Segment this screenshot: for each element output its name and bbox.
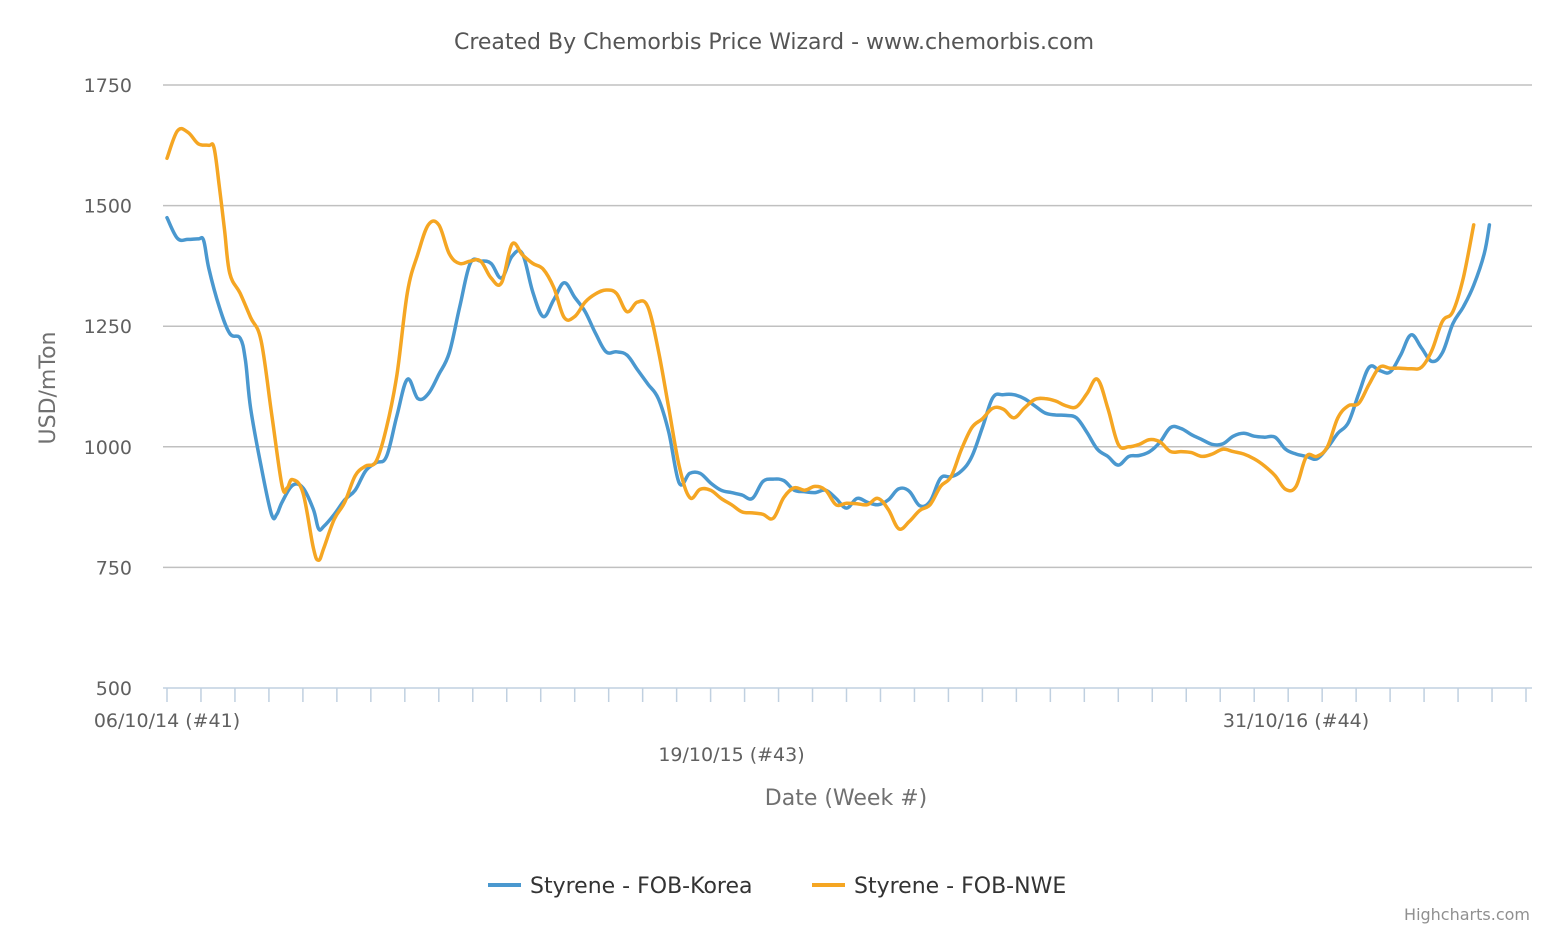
y-tick-label: 750 — [96, 557, 132, 579]
legend-item-fob-korea[interactable]: Styrene - FOB-Korea — [488, 874, 752, 899]
legend-item-fob-nwe[interactable]: Styrene - FOB-NWE — [812, 874, 1066, 899]
x-axis-title: Date (Week #) — [765, 786, 927, 811]
legend-label: Styrene - FOB-NWE — [854, 874, 1066, 899]
x-tick-label: 06/10/14 (#41) — [94, 710, 240, 732]
series-line-fob-korea[interactable] — [165, 215, 1492, 532]
y-axis-ticks: 500 750 1000 1250 1500 1750 — [84, 75, 132, 700]
series-lines — [165, 126, 1492, 562]
legend: Styrene - FOB-Korea Styrene - FOB-NWE — [488, 874, 1066, 899]
x-axis: 06/10/14 (#41) 19/10/15 (#43) 31/10/16 (#4… — [94, 687, 1532, 766]
credit-link[interactable]: Highcharts.com — [1404, 905, 1530, 924]
y-tick-label: 1500 — [84, 196, 132, 218]
chart-title: Created By Chemorbis Price Wizard - www.… — [454, 30, 1094, 55]
y-axis-title: USD/mTon — [36, 332, 61, 445]
grid-lines — [163, 84, 1532, 569]
y-tick-label: 1250 — [84, 316, 132, 338]
x-tick-label: 19/10/15 (#43) — [658, 744, 804, 766]
y-tick-label: 1000 — [84, 437, 132, 459]
x-tick-label: 31/10/16 (#44) — [1223, 710, 1369, 732]
y-tick-label: 500 — [96, 678, 132, 700]
y-tick-label: 1750 — [84, 75, 132, 97]
series-line-fob-nwe[interactable] — [165, 126, 1476, 562]
legend-label: Styrene - FOB-Korea — [530, 874, 752, 899]
